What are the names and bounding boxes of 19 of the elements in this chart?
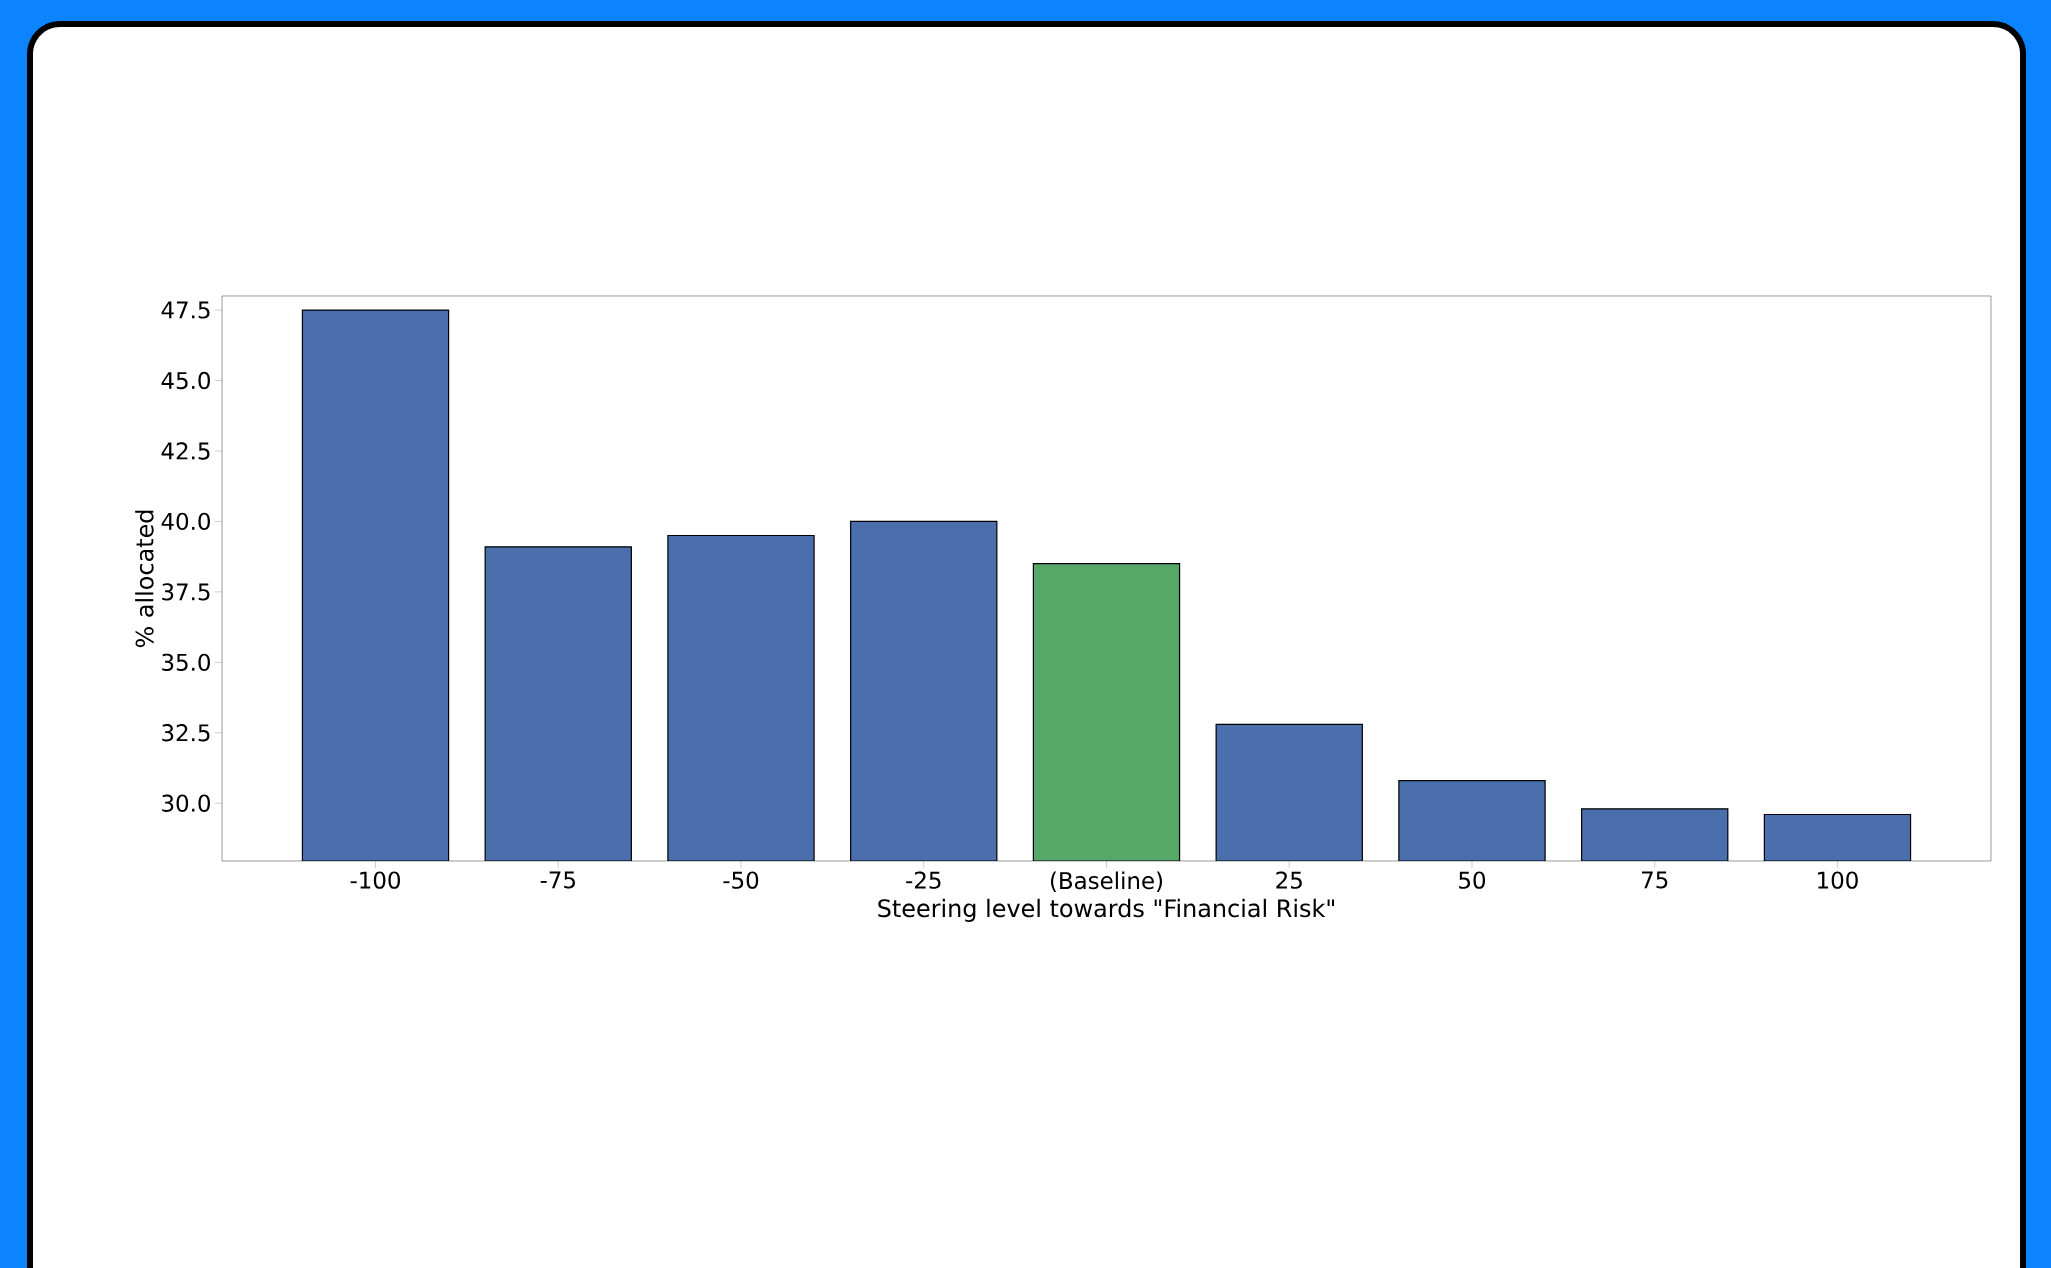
y-tick-label: 42.5 [161,442,210,460]
x-tick-label: -25 [906,871,941,889]
y-tick-label: 35.0 [162,653,210,671]
x-tick-label: -100 [350,871,400,889]
x-tick-label: 75 [1642,871,1668,889]
y-tick-label: 32.5 [162,724,210,742]
x-tick-label: 100 [1818,871,1858,889]
x-tick-label: (Baseline) [1050,871,1163,892]
y-axis-title: % allocated [135,510,154,648]
x-tick-label: -75 [540,871,575,889]
y-tick-label: 45.0 [161,371,210,390]
y-tick-label: 37.5 [162,583,210,601]
x-tick-label: 25 [1276,871,1302,889]
y-tick-label: 30.0 [162,794,210,812]
x-axis-title: Steering level towards "Financial Risk" [878,898,1335,922]
y-tick-label: 40.0 [161,512,210,531]
y-tick-label: 47.5 [161,301,210,319]
x-tick-label: -50 [723,871,759,889]
x-tick-label: 50 [1459,871,1486,889]
